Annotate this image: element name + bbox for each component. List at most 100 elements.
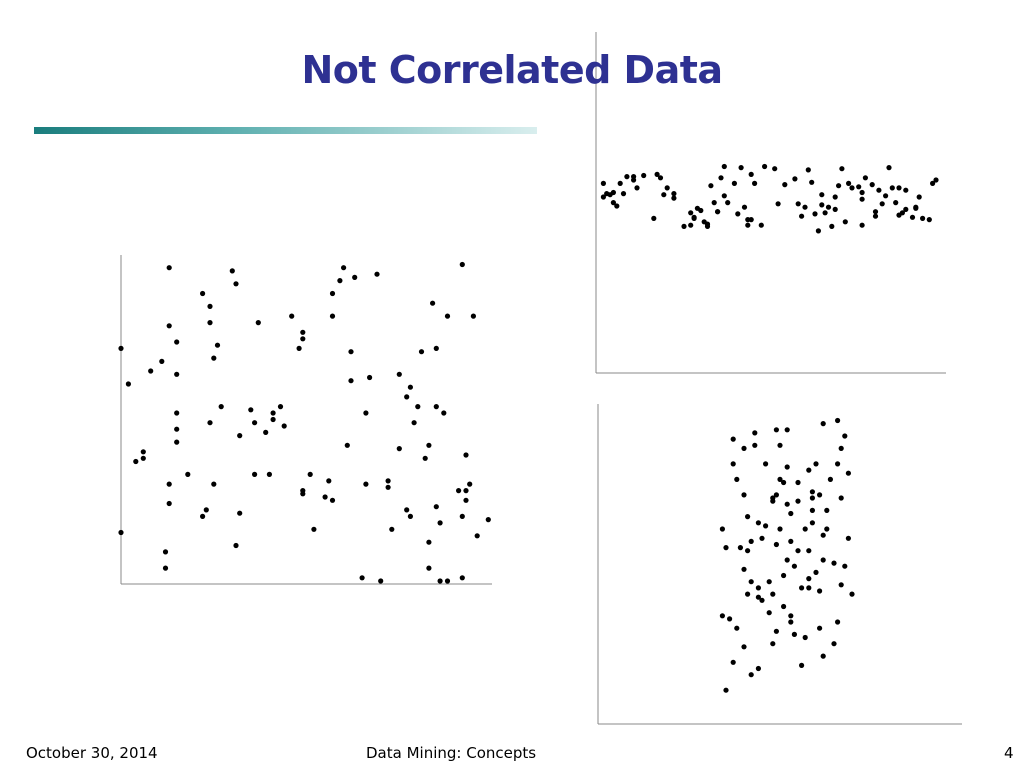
data-point xyxy=(859,196,865,202)
data-point xyxy=(795,479,801,486)
data-point xyxy=(459,261,465,268)
data-point xyxy=(795,548,801,554)
data-point xyxy=(162,549,169,555)
data-point xyxy=(385,484,391,490)
data-point xyxy=(415,404,421,410)
data-point xyxy=(444,578,451,584)
data-point xyxy=(806,585,812,591)
data-point xyxy=(654,171,660,177)
data-point xyxy=(470,313,476,319)
data-point xyxy=(809,507,816,513)
data-point xyxy=(252,420,258,426)
data-point xyxy=(795,498,801,504)
data-point xyxy=(307,471,313,477)
data-point xyxy=(777,442,783,448)
data-point xyxy=(348,378,354,384)
data-point xyxy=(835,619,841,625)
data-point xyxy=(759,535,765,541)
data-point xyxy=(459,513,465,520)
data-point xyxy=(773,541,780,548)
data-point xyxy=(396,371,402,377)
data-point xyxy=(174,439,180,445)
data-point xyxy=(610,200,617,206)
data-point xyxy=(879,201,885,207)
data-point xyxy=(792,176,798,182)
data-point xyxy=(698,207,704,214)
data-point xyxy=(819,202,825,208)
data-point xyxy=(389,526,395,532)
data-point xyxy=(896,185,902,191)
data-point xyxy=(237,433,243,439)
data-point xyxy=(166,481,172,487)
data-point xyxy=(363,481,369,487)
data-point xyxy=(437,520,443,526)
data-point xyxy=(359,575,365,581)
data-point xyxy=(809,179,815,185)
data-point xyxy=(133,458,139,465)
data-point xyxy=(741,445,747,451)
data-point xyxy=(741,492,747,498)
data-point xyxy=(838,445,844,451)
data-point xyxy=(745,514,751,520)
data-point xyxy=(832,206,838,212)
data-point xyxy=(763,523,769,529)
data-point xyxy=(831,560,837,566)
data-point xyxy=(730,436,736,442)
data-point xyxy=(817,625,823,631)
data-point xyxy=(836,183,842,189)
data-point xyxy=(404,507,410,513)
data-point xyxy=(617,180,623,186)
data-point xyxy=(233,542,239,549)
data-point xyxy=(737,545,744,551)
data-point xyxy=(118,529,124,536)
data-point xyxy=(916,194,922,200)
data-point xyxy=(784,501,790,507)
data-point xyxy=(748,672,754,678)
data-point xyxy=(809,495,816,501)
data-point xyxy=(777,476,783,482)
data-point xyxy=(352,274,358,280)
data-point xyxy=(770,591,776,597)
data-point xyxy=(820,532,826,538)
data-point xyxy=(748,579,754,585)
data-point xyxy=(459,575,465,581)
data-point xyxy=(819,192,825,198)
data-point xyxy=(825,204,832,210)
data-point xyxy=(784,557,790,563)
data-point xyxy=(849,591,855,597)
data-point xyxy=(211,481,217,487)
data-point xyxy=(799,585,805,591)
data-point xyxy=(838,495,844,501)
data-point xyxy=(407,384,413,390)
data-point xyxy=(600,194,607,200)
data-point xyxy=(140,449,146,455)
data-point xyxy=(329,497,336,503)
data-point xyxy=(845,470,852,476)
data-point xyxy=(758,222,764,228)
data-point xyxy=(326,478,332,484)
data-point xyxy=(845,535,852,541)
data-point xyxy=(374,271,380,277)
data-point xyxy=(719,526,726,532)
data-point xyxy=(872,213,879,219)
data-point xyxy=(433,504,439,510)
data-point xyxy=(777,526,783,532)
data-point xyxy=(255,320,261,326)
data-point xyxy=(723,545,729,551)
data-point xyxy=(748,217,754,223)
data-point xyxy=(832,194,838,200)
data-point xyxy=(862,175,869,181)
data-point xyxy=(337,278,343,284)
data-point xyxy=(174,339,180,345)
data-point xyxy=(671,191,677,197)
data-point xyxy=(772,166,778,172)
data-point xyxy=(766,579,772,585)
data-point xyxy=(734,476,740,482)
data-point xyxy=(773,427,780,433)
data-point xyxy=(281,423,287,429)
data-point xyxy=(620,191,627,197)
data-point xyxy=(899,210,906,216)
data-point xyxy=(762,163,768,170)
data-point xyxy=(859,189,865,196)
data-point xyxy=(903,187,909,193)
